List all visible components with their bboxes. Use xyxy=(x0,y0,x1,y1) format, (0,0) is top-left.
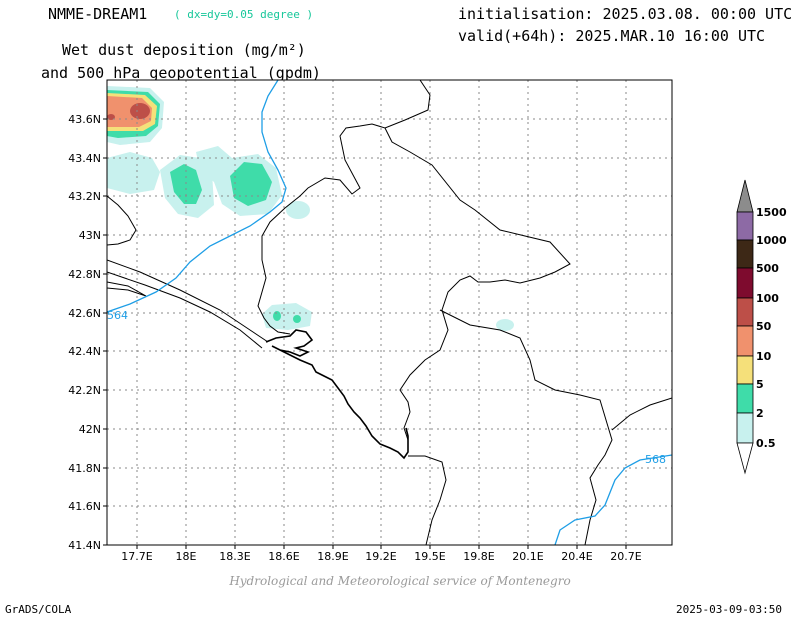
colorbar-top-arrow xyxy=(736,179,754,213)
colorbar-swatch-50 xyxy=(736,297,754,327)
x-tick-label: 18.6E xyxy=(268,550,299,563)
geopotential-contours xyxy=(107,80,672,545)
colorbar-bottom-arrow xyxy=(736,442,754,475)
y-tick-label: 41.4N xyxy=(68,539,101,552)
dust-patch-east-mid xyxy=(230,162,272,206)
y-tick-label: 43N xyxy=(79,229,101,242)
x-tick-label: 18.9E xyxy=(317,550,348,563)
dust-patch-nw-level50 xyxy=(130,103,150,119)
contour-label-564: 564 xyxy=(107,309,128,322)
colorbar-label: 500 xyxy=(756,262,779,275)
valid-time: valid(+64h): 2025.MAR.10 16:00 UTC xyxy=(458,27,766,45)
y-tick-label: 42N xyxy=(79,423,101,436)
map-title-line1: Wet dust deposition (mg/m²) xyxy=(62,41,306,59)
colorbar-label: 50 xyxy=(756,320,772,333)
colorbar-swatch-5 xyxy=(736,355,754,385)
colorbar-label: 10 xyxy=(756,350,772,363)
colorbar xyxy=(736,179,754,475)
lat-lon-grid xyxy=(107,80,672,545)
colorbar-label: 1500 xyxy=(756,206,787,219)
contour-568 xyxy=(554,454,672,545)
y-tick-label: 43.6N xyxy=(68,113,101,126)
colorbar-swatch-10 xyxy=(736,325,754,357)
y-tick-label: 43.4N xyxy=(68,152,101,165)
border-line-4 xyxy=(611,397,672,431)
colorbar-swatch-2 xyxy=(736,383,754,414)
dust-patch-coast xyxy=(107,152,160,194)
y-tick-label: 42.6N xyxy=(68,307,101,320)
x-tick-label: 18E xyxy=(176,550,197,563)
y-tick-labels: 43.6N 43.4N 43.2N 43N 42.8N 42.6N 42.4N … xyxy=(68,113,101,552)
y-tick-label: 41.8N xyxy=(68,462,101,475)
border-line-3 xyxy=(439,309,613,545)
y-tick-label: 42.2N xyxy=(68,384,101,397)
border-line-6 xyxy=(107,195,137,246)
coastline-montenegro xyxy=(265,329,409,460)
x-tick-label: 20.7E xyxy=(610,550,641,563)
map-title-line2: and 500 hPa geopotential (gpdm) xyxy=(41,64,321,82)
generation-timestamp: 2025-03-09-03:50 xyxy=(676,603,782,616)
contour-label-568: 568 xyxy=(645,453,666,466)
x-tick-label: 19.2E xyxy=(365,550,396,563)
x-tick-labels: 17.7E 18E 18.3E 18.6E 18.9E 19.2E 19.5E … xyxy=(121,550,641,563)
x-tick-label: 17.7E xyxy=(121,550,152,563)
x-tick-label: 19.8E xyxy=(463,550,494,563)
model-name: NMME-DREAM1 xyxy=(48,5,148,23)
border-line-8 xyxy=(107,271,263,349)
country-borders xyxy=(107,80,672,545)
y-tick-label: 43.2N xyxy=(68,190,101,203)
colorbar-swatch-100 xyxy=(736,267,754,299)
border-line-2 xyxy=(384,127,571,441)
colorbar-swatch-0.5 xyxy=(736,412,754,444)
resolution-label: ( dx=dy=0.05 degree ) xyxy=(174,8,314,21)
x-tick-label: 19.5E xyxy=(414,550,445,563)
colorbar-label: 2 xyxy=(756,407,764,420)
y-tick-label: 42.8N xyxy=(68,268,101,281)
axis-tick-marks xyxy=(103,118,627,549)
colorbar-label: 5 xyxy=(756,378,764,391)
credit-line: Hydrological and Meteorological service … xyxy=(229,574,571,588)
x-tick-label: 20.1E xyxy=(512,550,543,563)
software-label: GrADS/COLA xyxy=(5,603,72,616)
x-tick-label: 20.4E xyxy=(561,550,592,563)
border-line-7 xyxy=(107,259,269,343)
dust-patch-small-1 xyxy=(286,201,310,219)
dust-patch-south-light xyxy=(262,303,312,330)
initialisation-time: initialisation: 2025.03.08. 00:00 UTC xyxy=(458,5,793,23)
y-tick-label: 42.4N xyxy=(68,345,101,358)
contour-564 xyxy=(107,80,287,313)
colorbar-label: 0.5 xyxy=(756,437,776,450)
colorbar-label: 100 xyxy=(756,292,779,305)
dust-patch-small-2 xyxy=(496,319,514,331)
colorbar-swatch-1000 xyxy=(736,211,754,241)
colorbar-labels: 1500 1000 500 100 50 10 5 2 0.5 xyxy=(756,206,787,450)
x-tick-label: 18.3E xyxy=(219,550,250,563)
colorbar-label: 1000 xyxy=(756,234,787,247)
border-line-1 xyxy=(257,80,431,335)
dust-patch-south-mid-2 xyxy=(293,315,301,323)
colorbar-swatch-500 xyxy=(736,239,754,269)
y-tick-label: 41.6N xyxy=(68,500,101,513)
border-line-5 xyxy=(408,455,447,545)
